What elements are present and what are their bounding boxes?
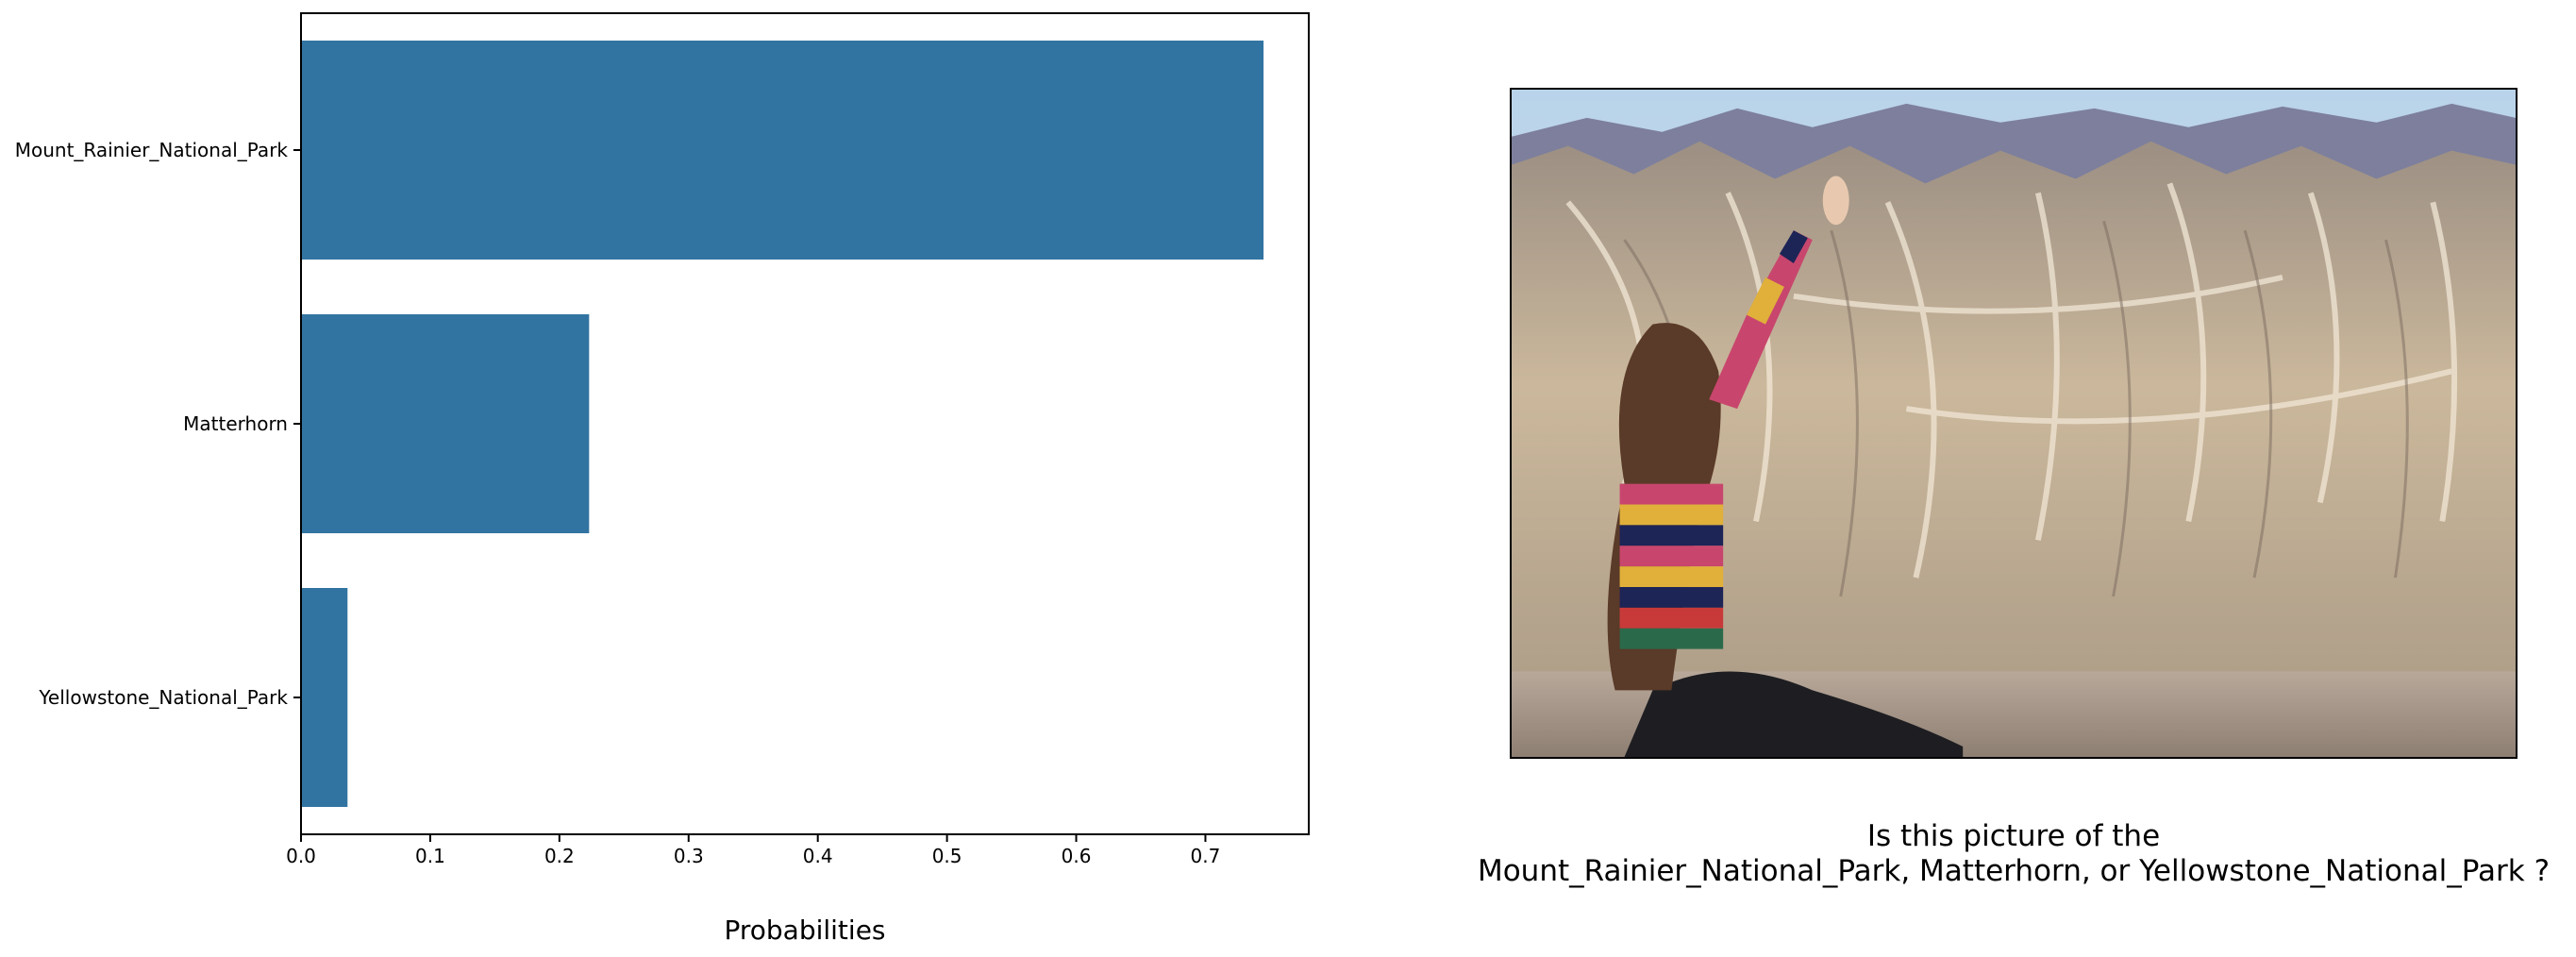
probability-bar-chart: Mount_Rainier_National_Park Matterhorn Yel… xyxy=(15,12,1310,946)
x-tick-layer: 0.0 0.1 0.2 0.3 0.4 0.5 0.6 0.7 xyxy=(286,834,1220,867)
landscape-photo xyxy=(1510,88,2517,759)
x-tick-label-7: 0.7 xyxy=(1191,845,1221,867)
x-axis-title: Probabilities xyxy=(724,915,885,946)
y-tick-label-0: Mount_Rainier_National_Park xyxy=(15,139,289,161)
landscape-photo-icon xyxy=(1512,90,2516,757)
question-line-1: Is this picture of the xyxy=(1866,819,2161,853)
question-line-2: Mount_Rainier_National_Park, Matterhorn,… xyxy=(1477,854,2551,888)
y-tick-label-2: Yellowstone_National_Park xyxy=(38,686,288,709)
bar-1 xyxy=(301,314,590,533)
question-caption: Is this picture of the Mount_Rainier_Nat… xyxy=(1415,819,2576,889)
y-tick-label-1: Matterhorn xyxy=(183,412,288,435)
y-tick-layer: Mount_Rainier_National_Park Matterhorn Yel… xyxy=(15,139,301,709)
plot-frame xyxy=(300,12,1310,835)
x-tick-label-1: 0.1 xyxy=(415,845,445,867)
x-tick-label-0: 0.0 xyxy=(286,845,316,867)
x-tick-label-2: 0.2 xyxy=(544,845,575,867)
x-tick-label-4: 0.4 xyxy=(803,845,833,867)
x-tick-label-6: 0.6 xyxy=(1062,845,1092,867)
bar-2 xyxy=(301,588,348,807)
bars-layer xyxy=(301,41,1264,807)
x-tick-label-5: 0.5 xyxy=(932,845,962,867)
bar-0 xyxy=(301,41,1264,260)
x-tick-label-3: 0.3 xyxy=(674,845,704,867)
